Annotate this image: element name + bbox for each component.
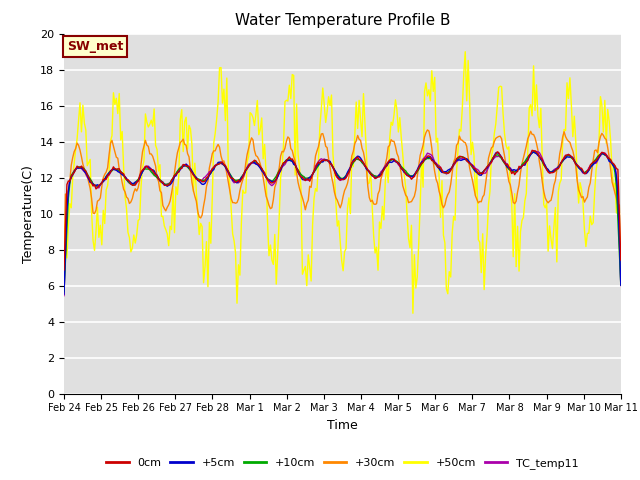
+50cm [616, 233, 623, 239]
+30cm [79, 161, 87, 167]
+50cm [346, 211, 354, 216]
+50cm [543, 200, 550, 206]
Line: 0cm: 0cm [64, 150, 621, 270]
0cm [60, 267, 68, 273]
+5cm [60, 291, 68, 297]
+50cm [60, 222, 68, 228]
TC_temp11 [531, 148, 539, 154]
+10cm [60, 288, 68, 294]
0cm [614, 167, 621, 172]
TC_temp11 [97, 182, 104, 188]
0cm [346, 165, 354, 171]
0cm [528, 147, 536, 153]
+50cm [79, 102, 87, 108]
+5cm [97, 182, 104, 188]
Legend: 0cm, +5cm, +10cm, +30cm, +50cm, TC_temp11: 0cm, +5cm, +10cm, +30cm, +50cm, TC_temp1… [102, 453, 583, 473]
+5cm [79, 166, 87, 172]
X-axis label: Time: Time [327, 419, 358, 432]
+5cm [614, 192, 621, 198]
+10cm [531, 148, 539, 154]
+50cm [617, 236, 625, 241]
+5cm [457, 157, 465, 163]
0cm [541, 164, 549, 169]
0cm [617, 257, 625, 263]
TC_temp11 [79, 167, 87, 173]
+30cm [97, 195, 104, 201]
+10cm [97, 181, 104, 187]
TC_temp11 [617, 283, 625, 288]
+50cm [409, 311, 417, 316]
+30cm [60, 260, 68, 265]
Line: +10cm: +10cm [64, 151, 621, 291]
+10cm [457, 154, 465, 160]
+10cm [541, 164, 549, 170]
Y-axis label: Temperature(C): Temperature(C) [22, 165, 35, 263]
Line: +5cm: +5cm [64, 152, 621, 294]
0cm [457, 154, 465, 159]
+5cm [530, 149, 538, 155]
0cm [97, 181, 104, 187]
Line: +50cm: +50cm [64, 52, 621, 313]
+30cm [424, 127, 431, 133]
+30cm [541, 195, 549, 201]
+10cm [617, 282, 625, 288]
+30cm [614, 203, 621, 209]
TC_temp11 [60, 293, 68, 299]
Line: +30cm: +30cm [64, 130, 621, 267]
+30cm [617, 264, 625, 270]
0cm [79, 165, 87, 171]
TC_temp11 [457, 156, 465, 162]
Line: TC_temp11: TC_temp11 [64, 151, 621, 296]
+5cm [617, 282, 625, 288]
TC_temp11 [346, 165, 354, 171]
Title: Water Temperature Profile B: Water Temperature Profile B [235, 13, 450, 28]
TC_temp11 [614, 192, 621, 198]
+30cm [346, 164, 354, 169]
+10cm [346, 166, 354, 171]
+50cm [97, 222, 104, 228]
+10cm [79, 165, 87, 171]
Text: SW_met: SW_met [67, 40, 123, 53]
+30cm [458, 137, 466, 143]
+5cm [346, 164, 354, 170]
+10cm [614, 217, 621, 223]
+50cm [458, 105, 466, 111]
+5cm [541, 162, 549, 168]
TC_temp11 [541, 164, 549, 169]
+50cm [461, 49, 469, 55]
